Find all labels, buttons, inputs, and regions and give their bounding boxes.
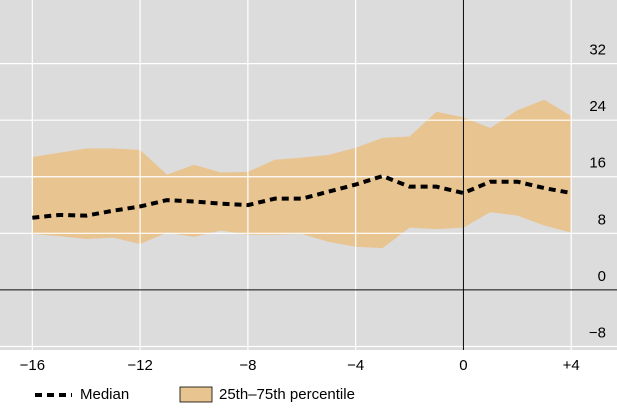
x-tick-label: −16 — [20, 357, 45, 374]
x-tick-label: −12 — [127, 357, 152, 374]
y-tick-label: 16 — [589, 155, 606, 172]
median-line — [32, 173, 572, 220]
percentile-band — [32, 99, 572, 249]
y-tick-label: 32 — [589, 42, 606, 59]
legend-swatch — [179, 386, 213, 403]
y-tick-label: 8 — [598, 211, 606, 228]
y-tick-label: 0 — [598, 268, 606, 285]
legend-label: 25th–75th percentile — [219, 386, 355, 403]
legend-label: Median — [80, 386, 129, 403]
x-tick-label: +4 — [563, 357, 580, 374]
x-tick-label: −8 — [239, 357, 256, 374]
y-tick-label: −8 — [589, 324, 606, 341]
y-tick-label: 24 — [589, 98, 606, 115]
x-tick-label: −4 — [347, 357, 364, 374]
x-tick-label: 0 — [459, 357, 467, 374]
